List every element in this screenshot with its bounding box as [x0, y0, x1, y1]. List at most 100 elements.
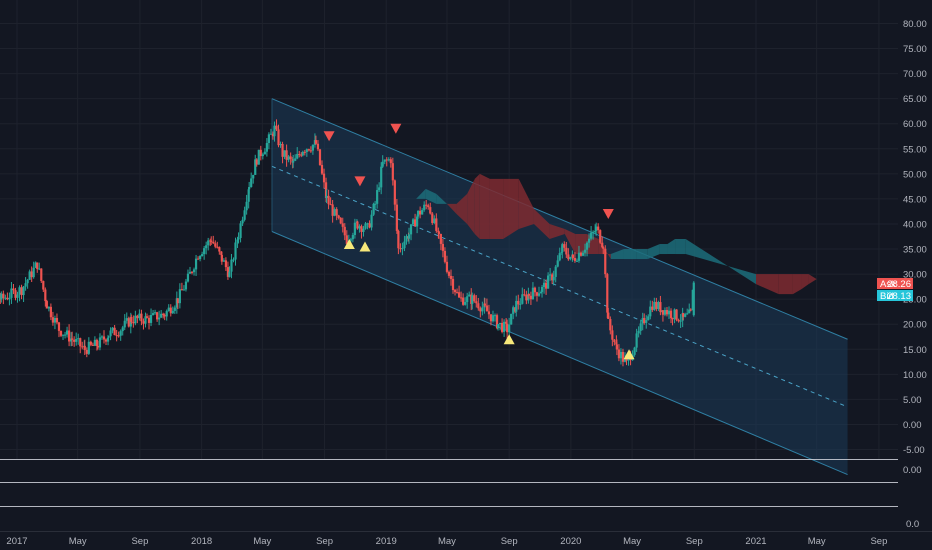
- candle-body: [247, 189, 250, 202]
- cloud-segment: [647, 244, 660, 260]
- candle-body: [115, 335, 118, 337]
- candle-body: [464, 302, 467, 305]
- price-axis-label: 10.00: [903, 370, 927, 381]
- candle-body: [647, 316, 650, 321]
- candle-body: [337, 215, 340, 218]
- candle-body: [602, 247, 605, 249]
- candle-body: [163, 315, 166, 317]
- candle-body: [485, 305, 489, 312]
- candle-body: [57, 322, 61, 331]
- cloud-segment: [474, 173, 480, 240]
- candle-body: [153, 312, 157, 314]
- candle-body: [218, 247, 221, 252]
- candle-body: [590, 232, 593, 239]
- candle-body: [554, 266, 557, 277]
- candle-body: [613, 339, 616, 343]
- candle-body: [405, 236, 408, 242]
- candle-body: [353, 222, 356, 235]
- candle-body: [606, 274, 609, 313]
- candle-body: [119, 331, 122, 336]
- time-axis[interactable]: 2017 May Sep 2018 May Sep 2019 May Sep 2020 May Sep…: [6, 536, 887, 547]
- candle-body: [500, 322, 504, 332]
- candle-body: [248, 187, 251, 190]
- cloud-segment: [549, 223, 565, 240]
- time-axis-label: 2020: [560, 536, 581, 547]
- candle-body: [663, 310, 667, 315]
- candle-body: [679, 320, 682, 322]
- candle-body: [220, 255, 223, 262]
- candle-body: [203, 248, 206, 255]
- candle-body: [385, 159, 388, 161]
- candle-body: [147, 317, 151, 323]
- candle-body: [505, 321, 508, 324]
- candle-body: [437, 230, 440, 232]
- candle-body: [569, 256, 572, 260]
- candle-body: [75, 338, 78, 342]
- candle-body: [51, 317, 55, 323]
- price-axis[interactable]: 80.00 75.00 70.00 65.00 60.00 55.00 50.00 45.00…: [903, 19, 927, 456]
- candle-body: [421, 210, 424, 215]
- candle-body: [71, 338, 74, 340]
- ask-badge-bg: [877, 278, 913, 289]
- candle-body: [535, 292, 539, 296]
- candle-body: [267, 134, 270, 144]
- time-axis-label: 2021: [745, 536, 766, 547]
- candle-body: [190, 271, 194, 273]
- candle-body: [665, 310, 669, 315]
- candle-body: [10, 288, 13, 298]
- candle-body: [237, 237, 240, 240]
- candle-body: [669, 310, 673, 319]
- candle-body: [611, 330, 614, 340]
- cloud-segment: [467, 178, 475, 234]
- candle-body: [2, 293, 5, 299]
- candlestick-series[interactable]: [0, 119, 695, 367]
- candle-body: [615, 342, 618, 345]
- candle-body: [517, 300, 520, 305]
- candle-body: [145, 316, 149, 318]
- candle-body: [298, 154, 301, 156]
- candle-body: [109, 330, 112, 337]
- cloud-segment: [575, 233, 587, 255]
- candle-body: [296, 154, 299, 159]
- candle-body: [409, 224, 413, 235]
- candle-body: [106, 337, 110, 342]
- candle-body: [413, 219, 417, 227]
- price-axis-label: 55.00: [903, 144, 927, 155]
- candle-body: [682, 313, 685, 317]
- candle-body: [549, 274, 552, 276]
- candle-body: [47, 306, 50, 309]
- price-axis-label: 45.00: [903, 194, 927, 205]
- candle-body: [291, 158, 294, 163]
- candle-body: [269, 133, 273, 135]
- candle-body: [368, 223, 371, 228]
- candle-body: [36, 262, 39, 270]
- candle-body: [544, 282, 548, 289]
- candle-body: [466, 296, 469, 303]
- candle-body: [277, 129, 280, 146]
- candle-body: [73, 339, 76, 342]
- candle-body: [55, 317, 59, 323]
- candle-body: [93, 339, 96, 346]
- candle-body: [273, 125, 276, 137]
- candle-body: [243, 210, 246, 220]
- candle-body: [451, 278, 455, 291]
- candle-body: [645, 320, 648, 323]
- candle-body: [515, 300, 518, 312]
- candle-body: [651, 306, 654, 310]
- cloud-segment: [425, 188, 437, 204]
- candle-body: [188, 271, 192, 274]
- candle-body: [433, 218, 436, 223]
- candle-body: [374, 203, 377, 205]
- candle-body: [160, 313, 163, 318]
- candle-body: [259, 149, 262, 157]
- candle-body: [67, 330, 71, 342]
- candle-body: [604, 248, 607, 275]
- candle-body: [571, 254, 574, 258]
- candle-body: [475, 301, 478, 304]
- candle-body: [563, 244, 566, 248]
- candle-body: [372, 203, 375, 215]
- candle-body: [283, 150, 286, 157]
- candle-body: [162, 313, 165, 316]
- candle-body: [455, 292, 459, 294]
